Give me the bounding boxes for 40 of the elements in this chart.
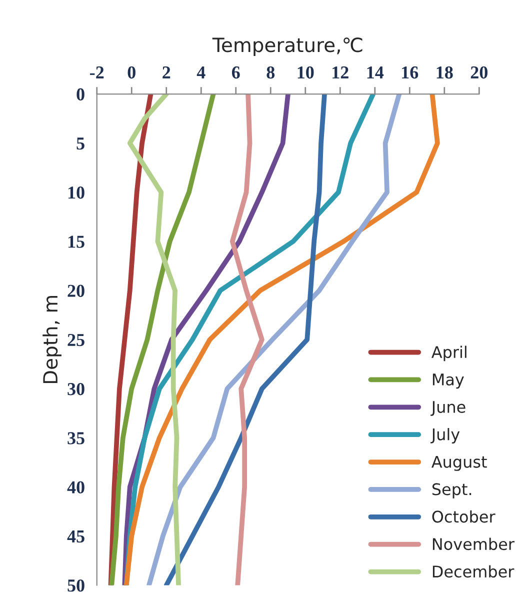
y-tick-label: 30: [68, 383, 84, 396]
y-tick-label: 50: [68, 579, 84, 592]
line-series: [164, 94, 327, 586]
x-tick-label: 18: [436, 66, 453, 79]
legend-label: June: [430, 401, 466, 416]
y-tick-label: 20: [68, 284, 84, 297]
legend-label: October: [432, 510, 496, 523]
y-tick-label: 45: [67, 530, 84, 543]
x-tick-label: 12: [332, 66, 348, 78]
x-axis-title: Temperature,℃: [212, 38, 362, 56]
y-tick-label: 15: [68, 236, 84, 248]
line-series: [109, 94, 216, 586]
y-tick-label: 40: [67, 481, 84, 494]
x-tick-label: 2: [162, 66, 170, 78]
y-axis-title: Depth, m: [42, 296, 62, 383]
y-tick-label: 0: [76, 88, 84, 100]
legend-label: August: [432, 456, 487, 471]
legend-label: July: [430, 428, 460, 444]
x-tick-label: 10: [298, 66, 314, 79]
legend-label: May: [432, 374, 464, 389]
legend-label: November: [432, 538, 514, 550]
y-tick-label: 25: [68, 334, 84, 346]
line-series: [108, 94, 154, 586]
x-tick-label: 16: [402, 66, 418, 79]
x-tick-label: 20: [470, 66, 488, 79]
line-series: [127, 94, 181, 586]
x-tick-label: 14: [367, 66, 384, 78]
x-tick-label: 4: [196, 66, 206, 78]
line-series: [146, 94, 402, 586]
line-series: [230, 94, 264, 586]
x-tick-label: -2: [90, 66, 104, 78]
y-tick-label: 35: [68, 432, 84, 444]
legend-label: Sept.: [432, 483, 472, 498]
x-tick-label: 6: [232, 66, 240, 79]
x-tick-label: 8: [266, 66, 275, 79]
x-tick-label: 0: [128, 66, 136, 79]
legend-label: April: [432, 346, 466, 362]
y-tick-label: 10: [68, 186, 84, 199]
y-tick-label: 5: [76, 138, 84, 150]
legend-label: December: [432, 565, 514, 578]
